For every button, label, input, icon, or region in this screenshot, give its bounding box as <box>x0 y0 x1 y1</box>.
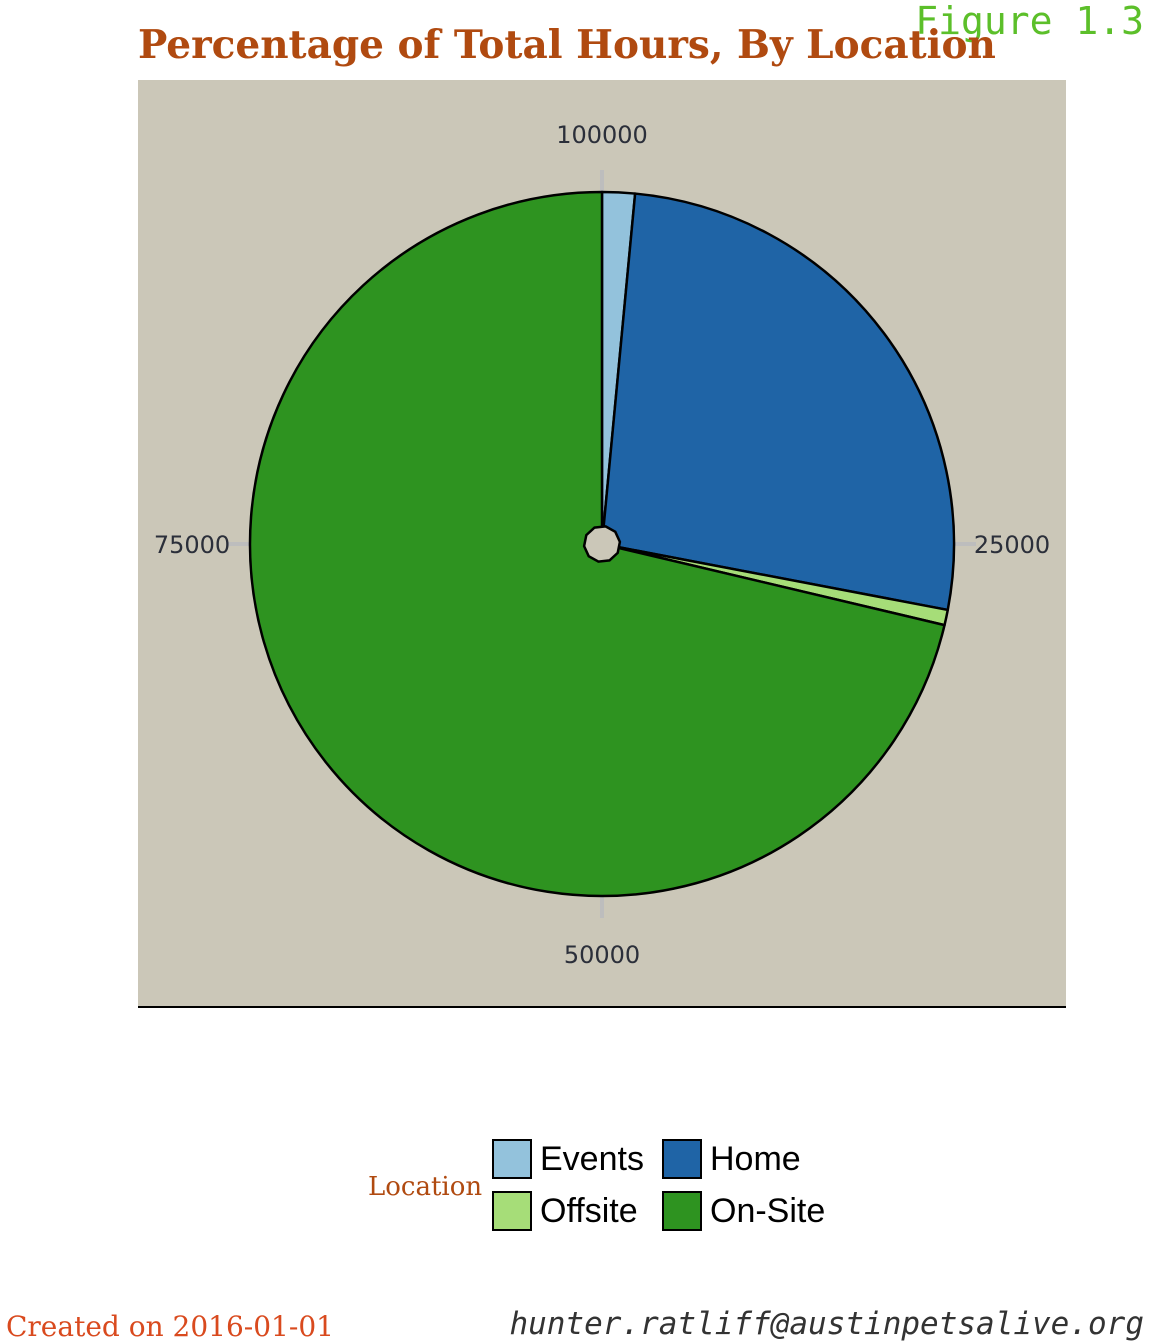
tick-label-0: 100000 <box>556 121 648 149</box>
plot-panel: 100000 25000 50000 75000 <box>138 80 1066 1008</box>
center-hole <box>582 525 622 563</box>
legend-label-on-site: On-Site <box>710 1191 826 1230</box>
legend-label-home: Home <box>710 1139 801 1178</box>
angle-tick-labels: 100000 25000 50000 75000 <box>154 121 1050 969</box>
legend-label-offsite: Offsite <box>540 1191 638 1230</box>
figure-label: Figure 1.3 <box>915 0 1144 43</box>
tick-label-1: 25000 <box>974 531 1050 559</box>
legend-title: Location <box>368 1172 483 1202</box>
tick-label-2: 50000 <box>564 941 640 969</box>
tick-label-3: 75000 <box>154 531 230 559</box>
legend-item-events: Events <box>492 1136 644 1182</box>
chart-title: Percentage of Total Hours, By Location <box>138 22 996 68</box>
legend-key-offsite <box>492 1191 532 1231</box>
legend: Location Events Home Offsite On-Site <box>368 1136 848 1236</box>
legend-label-events: Events <box>540 1139 644 1178</box>
legend-item-offsite: Offsite <box>492 1188 638 1234</box>
legend-key-on-site <box>662 1191 702 1231</box>
pie-slice-home <box>600 192 956 612</box>
author-email: hunter.ratliff@austinpetsalive.org <box>509 1306 1144 1343</box>
center-hole-shape <box>582 525 622 563</box>
created-date: Created on 2016-01-01 <box>6 1310 334 1343</box>
legend-key-home <box>662 1139 702 1179</box>
legend-key-events <box>492 1139 532 1179</box>
legend-item-on-site: On-Site <box>662 1188 825 1234</box>
legend-item-home: Home <box>662 1136 801 1182</box>
